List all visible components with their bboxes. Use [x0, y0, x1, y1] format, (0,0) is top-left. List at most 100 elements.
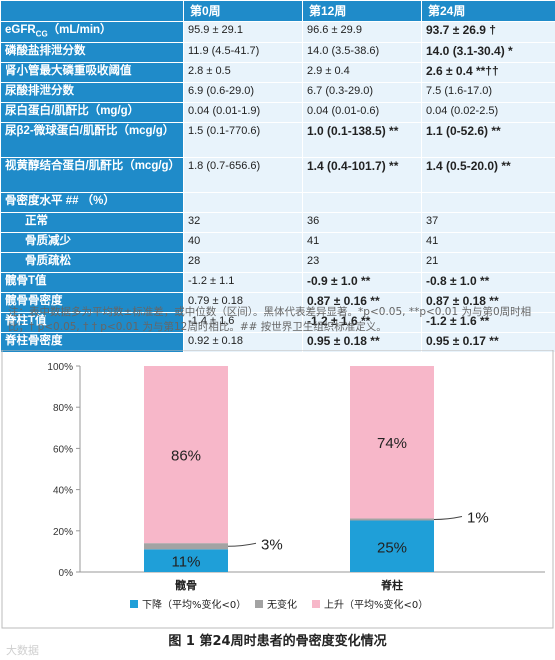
table-cell: 41 [421, 232, 555, 254]
table-row: 磷酸盐排泄分数 11.9 (4.5-41.7) 14.0 (3.5-38.6) 14.… [0, 42, 555, 64]
data-label-callout: 1% [467, 509, 489, 526]
table-cell: 11.9 (4.5-41.7) [183, 42, 303, 64]
bar-segment-no-change [350, 518, 434, 521]
data-table-container: 第0周 第12周 第24周 eGFRCG（mL/min） 95.9 ± 29.1 9… [0, 0, 555, 354]
table-row: 尿白蛋白/肌酐比（mg/g） 0.04 (0.01-1.9) 0.04 (0.01-… [0, 102, 555, 124]
row-label-text: 骨质疏松 [25, 255, 71, 268]
bmd-change-chart: 0% 20% 40% 60% 80% 100% 11% 3% 86% 髋骨 25% 1% 74% 脊柱 下降… [0, 350, 555, 660]
figure-caption: 图 1 第24周时患者的骨密度变化情况 [168, 634, 387, 649]
table-cell: 36 [302, 212, 422, 234]
row-label: 骨质疏松 [0, 252, 184, 274]
table-cell: 2.9 ± 0.4 [302, 62, 422, 84]
row-label: 骨密度水平 ## （%） [0, 192, 184, 214]
legend-swatch [312, 600, 320, 608]
table-row: eGFRCG（mL/min） 95.9 ± 29.1 96.6 ± 29.9 93.7… [0, 20, 555, 44]
data-label: 11% [172, 554, 201, 571]
row-label: 视黄醇结合蛋白/肌酐比（mcg/g） [0, 157, 184, 194]
table-cell: -0.9 ± 1.0 ** [302, 272, 422, 294]
table-header-row: 第0周 第12周 第24周 [0, 0, 555, 22]
y-tick-label: 80% [53, 403, 73, 414]
table-row: 尿酸排泄分数 6.9 (0.6-29.0) 6.7 (0.3-29.0) 7.5 (1… [0, 82, 555, 104]
row-label-text: 脊柱T值 [5, 315, 47, 328]
row-label: 脊柱骨密度 [0, 332, 184, 354]
table-cell: 0.04 (0.01-1.9) [183, 102, 303, 124]
y-tick-label: 100% [47, 362, 73, 373]
legend-swatch [130, 600, 138, 608]
table-row: 尿β2-微球蛋白/肌酐比（mcg/g） 1.5 (0.1-770.6) 1.0 (0… [0, 122, 555, 159]
row-label: 骨质减少 [0, 232, 184, 254]
bar-segment-decrease [350, 520, 434, 572]
table-cell: 7.5 (1.6-17.0) [421, 82, 555, 104]
table-cell: 0.95 ± 0.18 ** [302, 332, 422, 354]
table-cell: 0.95 ± 0.17 ** [421, 332, 555, 354]
table-cell: 0.04 (0.02-2.5) [421, 102, 555, 124]
row-label: 肾小管最大磷重吸收阈值 [0, 62, 184, 84]
data-label: 86% [171, 448, 201, 465]
row-label-text: 尿β2-微球蛋白/肌酐比（mcg/g） [5, 125, 175, 138]
row-label: eGFRCG（mL/min） [0, 20, 184, 44]
row-label-suffix: （mL/min） [47, 24, 112, 36]
table-row: 骨密度水平 ## （%） [0, 192, 555, 214]
bar-segment-increase [350, 366, 434, 519]
table-cell: 93.7 ± 26.9 † [421, 20, 555, 44]
column-header: 第0周 [183, 0, 303, 22]
legend-label: 下降（平均%变化<0） [142, 598, 246, 611]
row-label: 髋骨骨密度 [0, 292, 184, 314]
table-cell: 1.5 (0.1-770.6) [183, 122, 303, 159]
table-cell [421, 192, 555, 214]
row-label-text: 骨质减少 [25, 235, 71, 248]
row-label: 尿白蛋白/肌酐比（mg/g） [0, 102, 184, 124]
column-header: 第24周 [421, 0, 555, 22]
row-label: 脊柱T值 [0, 312, 184, 334]
table-cell [183, 192, 303, 214]
table-cell: 23 [302, 252, 422, 274]
table-row: 髋骨T值 -1.2 ± 1.1 -0.9 ± 1.0 ** -0.8 ± 1.0 ** [0, 272, 555, 294]
table-row: 正常 32 36 37 [0, 212, 555, 234]
y-tick-label: 0% [59, 568, 74, 579]
data-label-callout: 3% [261, 536, 283, 553]
table-cell: -0.8 ± 1.0 ** [421, 272, 555, 294]
table-cell: -1.2 ± 1.1 [183, 272, 303, 294]
row-label-text: 髋骨T值 [5, 275, 47, 288]
x-category-label: 脊柱 [380, 578, 403, 592]
row-label-text: 骨密度水平 ## （%） [5, 195, 115, 208]
table-cell: 95.9 ± 29.1 [183, 20, 303, 44]
y-tick-label: 20% [53, 527, 73, 538]
table-cell: 0.79 ± 0.18 [183, 292, 303, 314]
row-label-text: 尿酸排泄分数 [5, 85, 74, 98]
table-row: 肾小管最大磷重吸收阈值 2.8 ± 0.5 2.9 ± 0.4 2.6 ± 0.4 *… [0, 62, 555, 84]
table-cell: 0.92 ± 0.18 [183, 332, 303, 354]
column-header: 第12周 [302, 0, 422, 22]
legend-label: 上升（平均%变化<0） [324, 598, 428, 611]
data-label: 25% [377, 539, 407, 556]
row-label-subscript: CG [35, 29, 48, 39]
table-cell: -1.2 ± 1.6 ** [302, 312, 422, 334]
table-footnote: 注：表中数据多为平均数±标准差，或中位数（区间）。黑体代表差异显著。*p<0.0… [8, 306, 532, 333]
table-cell: 2.6 ± 0.4 **†† [421, 62, 555, 84]
callout-line [227, 542, 257, 547]
row-label-text: 髋骨骨密度 [5, 295, 63, 308]
table-cell: 37 [421, 212, 555, 234]
y-tick-label: 40% [53, 486, 73, 497]
row-label: 磷酸盐排泄分数 [0, 42, 184, 64]
row-label: 髋骨T值 [0, 272, 184, 294]
table-cell: 96.6 ± 29.9 [302, 20, 422, 44]
chart-frame [1, 350, 554, 629]
row-label-text: 正常 [25, 215, 48, 228]
table-cell: 1.1 (0-52.6) ** [421, 122, 555, 159]
row-label-text: eGFR [5, 24, 36, 36]
row-label-text: 尿白蛋白/肌酐比（mg/g） [5, 105, 140, 118]
row-label-text: 磷酸盐排泄分数 [5, 45, 86, 58]
legend-swatch [255, 600, 263, 608]
table-cell: 6.9 (0.6-29.0) [183, 82, 303, 104]
bar-segment-decrease [144, 549, 228, 572]
table-cell: 0.04 (0.01-0.6) [302, 102, 422, 124]
table-cell: 40 [183, 232, 303, 254]
table-cell: 1.4 (0.4-101.7) ** [302, 157, 422, 194]
table-cell: 41 [302, 232, 422, 254]
table-row: 骨质减少 40 41 41 [0, 232, 555, 254]
table-cell: 1.0 (0.1-138.5) ** [302, 122, 422, 159]
bar-segment-no-change [144, 543, 228, 550]
x-category-label: 髋骨 [175, 578, 197, 592]
table-cell: 21 [421, 252, 555, 274]
